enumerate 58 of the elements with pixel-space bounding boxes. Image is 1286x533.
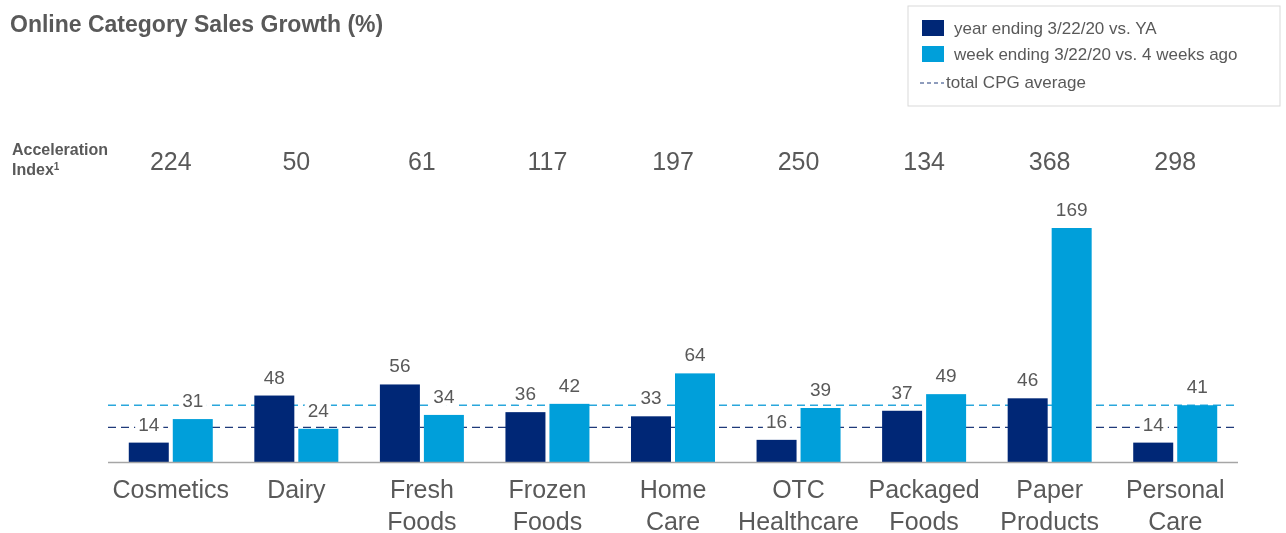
x-tick-label: Frozen Foods <box>508 475 587 533</box>
bar <box>675 373 715 462</box>
x-tick-label: Personal Care <box>1125 475 1225 533</box>
bar <box>298 428 339 462</box>
x-tick-label: Paper Products <box>1000 475 1099 533</box>
bar <box>1007 398 1048 462</box>
text: 61 <box>407 147 436 175</box>
data-label: 48 <box>263 366 285 388</box>
data-label: 64 <box>684 344 706 366</box>
x-tick-label: Fresh Foods <box>387 475 457 533</box>
text: 50 <box>282 147 311 175</box>
bar <box>172 419 213 462</box>
x-tick-label: Home Care <box>639 475 707 533</box>
data-label: 14 <box>138 413 160 435</box>
bar <box>631 416 671 462</box>
legend-label: year ending 3/22/20 vs. YA <box>954 19 1158 38</box>
bar <box>505 412 546 462</box>
bar <box>926 394 967 462</box>
bar <box>882 410 923 462</box>
data-label: 36 <box>514 383 537 405</box>
data-label: 16 <box>765 410 788 432</box>
data-label: 33 <box>640 387 662 409</box>
bar <box>379 384 420 462</box>
x-tick-label: Packaged Foods <box>868 475 980 533</box>
data-label: 49 <box>935 365 957 387</box>
data-label: 56 <box>389 355 411 377</box>
chart-title: Online Category Sales Growth (%) <box>10 11 384 37</box>
legend-label: total CPG average <box>946 73 1086 92</box>
bar <box>1133 442 1174 462</box>
text: 298 <box>1154 147 1197 175</box>
data-label: 169 <box>1055 199 1088 220</box>
bar <box>800 408 841 462</box>
text: 117 <box>527 147 568 175</box>
bar <box>1177 405 1218 462</box>
x-tick-label: Cosmetics <box>112 475 230 503</box>
bar <box>549 403 590 462</box>
data-label: 39 <box>809 379 832 400</box>
x-tick-label: Dairy <box>267 475 326 503</box>
data-label: 24 <box>307 399 330 421</box>
bar <box>128 442 169 462</box>
data-label: 34 <box>433 385 455 407</box>
data-label: 46 <box>1017 369 1039 391</box>
data-label: 37 <box>891 381 913 403</box>
text: 224 <box>149 147 192 175</box>
bar <box>756 439 797 462</box>
text: 250 <box>777 147 820 175</box>
bar <box>254 395 295 462</box>
x-tick-label: OTC Healthcare <box>738 475 860 533</box>
data-label: 14 <box>1142 413 1165 435</box>
data-label: 41 <box>1186 376 1208 398</box>
text: 134 <box>903 147 946 175</box>
text: 368 <box>1028 147 1071 175</box>
bar <box>423 414 464 462</box>
text: 197 <box>652 147 694 175</box>
text: Acceleration Index$^{1}$ <box>12 141 109 178</box>
legend-label: week ending 3/22/20 vs. 4 weeks ago <box>953 45 1238 64</box>
bar <box>1051 228 1092 462</box>
data-label: 42 <box>558 374 581 396</box>
